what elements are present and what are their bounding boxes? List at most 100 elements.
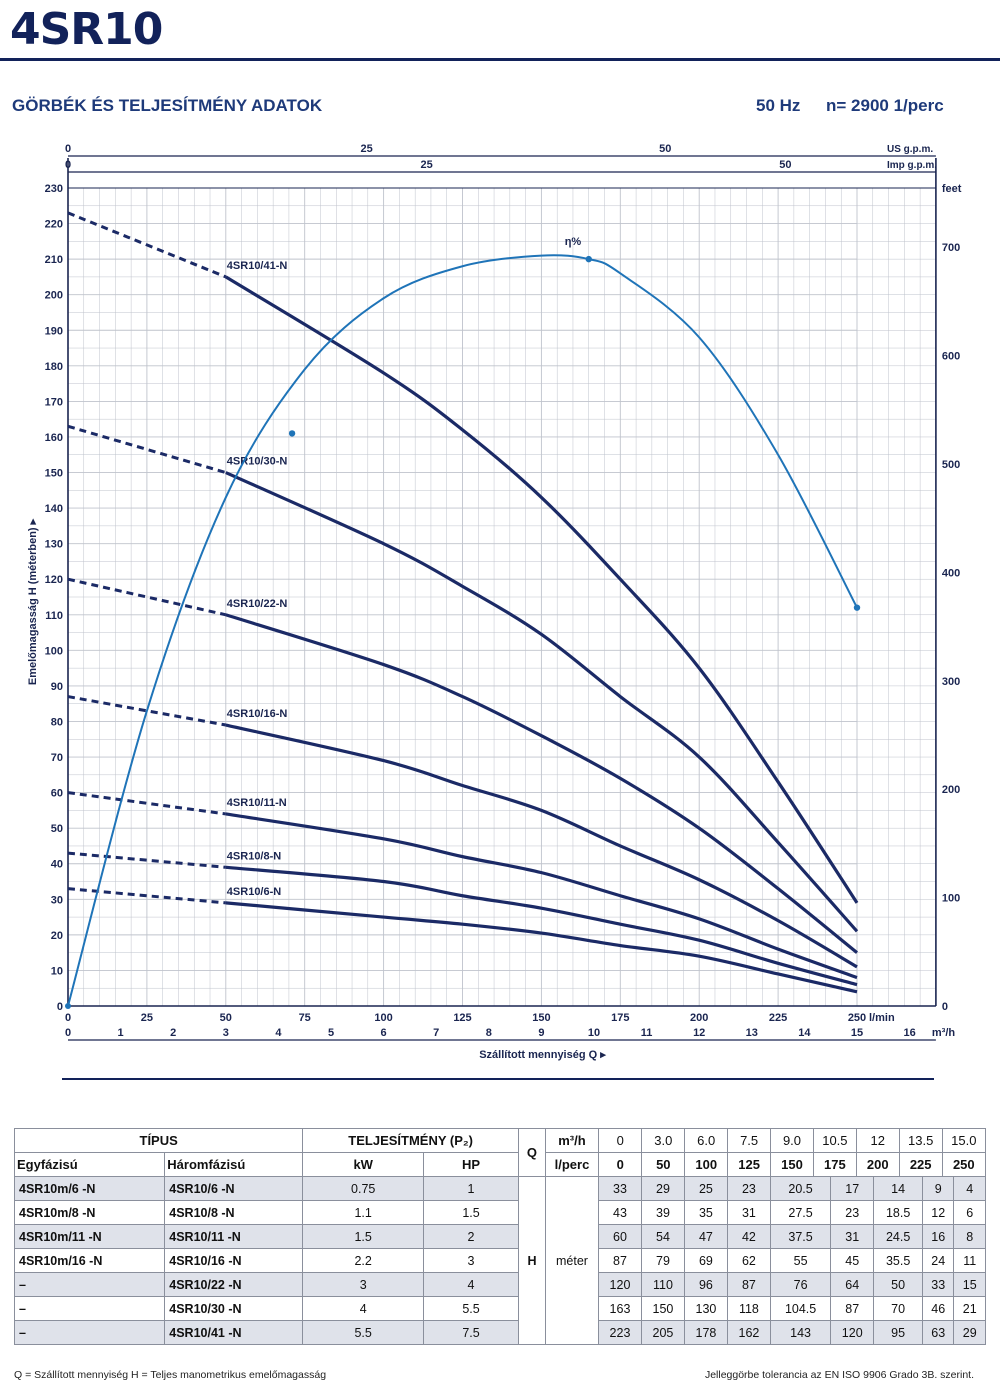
cell-kw: 4: [302, 1296, 425, 1321]
cell-head-value: 178: [683, 1320, 728, 1345]
series-label: 4SR10/16-N: [227, 708, 288, 720]
cell-head-value: 16: [921, 1224, 955, 1249]
y-tick-label: 0: [57, 1001, 63, 1013]
cell-egyfazisu: 4SR10m/16 -N: [13, 1248, 166, 1273]
efficiency-point: [585, 255, 592, 263]
q-lperc-cell: 175: [812, 1153, 857, 1176]
y-tick-label: 50: [51, 823, 63, 835]
y-tick-label: 10: [51, 965, 63, 977]
cell-head-value: 18.5: [873, 1200, 923, 1225]
cell-head-value: 33: [597, 1176, 642, 1201]
series-label: 4SR10/6-N: [227, 886, 281, 898]
header-lperc: l/perc: [544, 1152, 599, 1177]
header-haromfazisu: Háromfázisú: [164, 1152, 304, 1177]
cell-head-value: 15: [953, 1272, 986, 1297]
cell-hp: 2: [423, 1224, 519, 1249]
cell-kw: 3: [302, 1272, 425, 1297]
y-tick-label: 130: [45, 539, 63, 551]
cell-head-value: 120: [597, 1272, 642, 1297]
q-lperc-cell: 100: [684, 1153, 728, 1176]
q-lperc-cell: 150: [770, 1153, 814, 1176]
cell-hp: 4: [423, 1272, 519, 1297]
x2-tick-label: 5: [328, 1027, 334, 1039]
x-tick-label: 150: [532, 1012, 550, 1024]
table-row: 4SR10m/8 -N 4SR10/8 -N 1.1 1.5 43 39 35 31 27.5 2…: [13, 1200, 986, 1225]
x-tick-label: 225: [769, 1012, 787, 1024]
series-label: 4SR10/41-N: [227, 260, 288, 272]
cell-kw: 1.1: [302, 1200, 425, 1225]
table-row: –4SR10/22 -N 3 4 120 110 96 87 76 64 50 33 15: [13, 1272, 986, 1297]
x2-tick-label: 4: [275, 1027, 282, 1039]
y2-tick-label: 600: [942, 351, 960, 363]
series-label: 4SR10/11-N: [227, 797, 287, 809]
cell-head-value: 31: [726, 1200, 771, 1225]
curve-dashed: [67, 577, 227, 617]
cell-head-value: 25: [683, 1176, 728, 1201]
y2-unit-label: feet: [942, 183, 962, 195]
curve-dashed: [67, 211, 227, 279]
table-row: –4SR10/30 -N 4 5.5 163 150 130 118 104.5 87 70 46 2…: [13, 1296, 986, 1321]
performance-chart: 0102030405060708090100110120130140150160…: [27, 143, 962, 1061]
x-tick-label: 175: [611, 1012, 629, 1024]
usgpm-tick-label: 50: [659, 143, 671, 155]
cell-head-value: 47: [683, 1224, 728, 1249]
footer-legend: Q = Szállított mennyiség H = Teljes mano…: [14, 1369, 327, 1381]
cell-head-value: 162: [726, 1320, 771, 1345]
cell-hp: 7.5: [423, 1320, 519, 1345]
series-label: 4SR10/8-N: [227, 850, 281, 862]
y2-tick-label: 0: [942, 1001, 948, 1013]
q-lperc-cell: 200: [855, 1153, 900, 1176]
cell-head-value: 50: [873, 1272, 923, 1297]
cell-head-value: 23: [830, 1200, 875, 1225]
cell-head-value: 64: [830, 1272, 875, 1297]
x2-tick-label: 10: [588, 1027, 600, 1039]
cell-head-value: 46: [921, 1296, 955, 1321]
x2-tick-label: 1: [118, 1027, 124, 1039]
cell-haromfazisu: 4SR10/16 -N: [164, 1248, 304, 1273]
cell-head-value: 23: [726, 1176, 771, 1201]
curve-dashed: [67, 887, 226, 905]
q-lperc-cell: 225: [898, 1153, 943, 1176]
y-axis-title: Emelőmagasság H (méterben) ▸: [27, 518, 39, 685]
cell-haromfazisu: 4SR10/41 -N: [164, 1320, 304, 1345]
q-lperc-cell: 50: [641, 1153, 685, 1176]
cell-egyfazisu: 4SR10m/6 -N: [13, 1176, 166, 1201]
cell-head-value: 54: [640, 1224, 685, 1249]
cell-head-value: 118: [726, 1296, 771, 1321]
cell-head-value: 14: [873, 1176, 923, 1201]
cell-head-value: 104.5: [769, 1296, 832, 1321]
y-tick-label: 170: [45, 396, 63, 408]
x2-tick-label: 6: [381, 1027, 387, 1039]
cell-head-value: 11: [953, 1248, 986, 1273]
header-kw: kW: [302, 1152, 425, 1177]
cell-kw: 0.75: [302, 1176, 425, 1201]
cell-head-value: 79: [640, 1248, 685, 1273]
cell-head-value: 150: [640, 1296, 685, 1321]
curve-solid: [225, 812, 858, 980]
header-egyfazisu: Egyfázisú: [13, 1152, 166, 1177]
y2-tick-label: 200: [942, 784, 960, 796]
cell-head-value: 17: [830, 1176, 875, 1201]
curve-dashed: [67, 695, 227, 727]
x2-tick-label: 16: [903, 1027, 915, 1039]
x2-tick-label: 2: [170, 1027, 176, 1039]
q-m3h-cell: 0: [616, 1133, 624, 1148]
header-q: Q: [517, 1128, 546, 1177]
cell-haromfazisu: 4SR10/8 -N: [164, 1200, 304, 1225]
q-m3h-row: 0 3.0 6.0 7.5 9.0 10.5 12 13.5 15.0: [597, 1128, 987, 1153]
y-tick-label: 140: [45, 503, 63, 515]
header-tipus: TÍPUS: [13, 1128, 304, 1153]
x-tick-label: 50: [220, 1012, 232, 1024]
cell-head-value: 43: [597, 1200, 642, 1225]
cell-kw: 1.5: [302, 1224, 425, 1249]
usgpm-tick-label: 25: [361, 143, 373, 155]
y-tick-label: 30: [51, 894, 63, 906]
cell-haromfazisu: 4SR10/22 -N: [164, 1272, 304, 1297]
cell-head-value: 42: [726, 1224, 771, 1249]
q-lperc-cell: 250: [941, 1153, 985, 1176]
q-lperc-cell: 125: [727, 1153, 771, 1176]
x2-tick-label: 13: [746, 1027, 758, 1039]
x-unit-label: l/min: [869, 1012, 895, 1024]
cell-egyfazisu: –: [13, 1296, 166, 1321]
cell-head-value: 6: [953, 1200, 986, 1225]
